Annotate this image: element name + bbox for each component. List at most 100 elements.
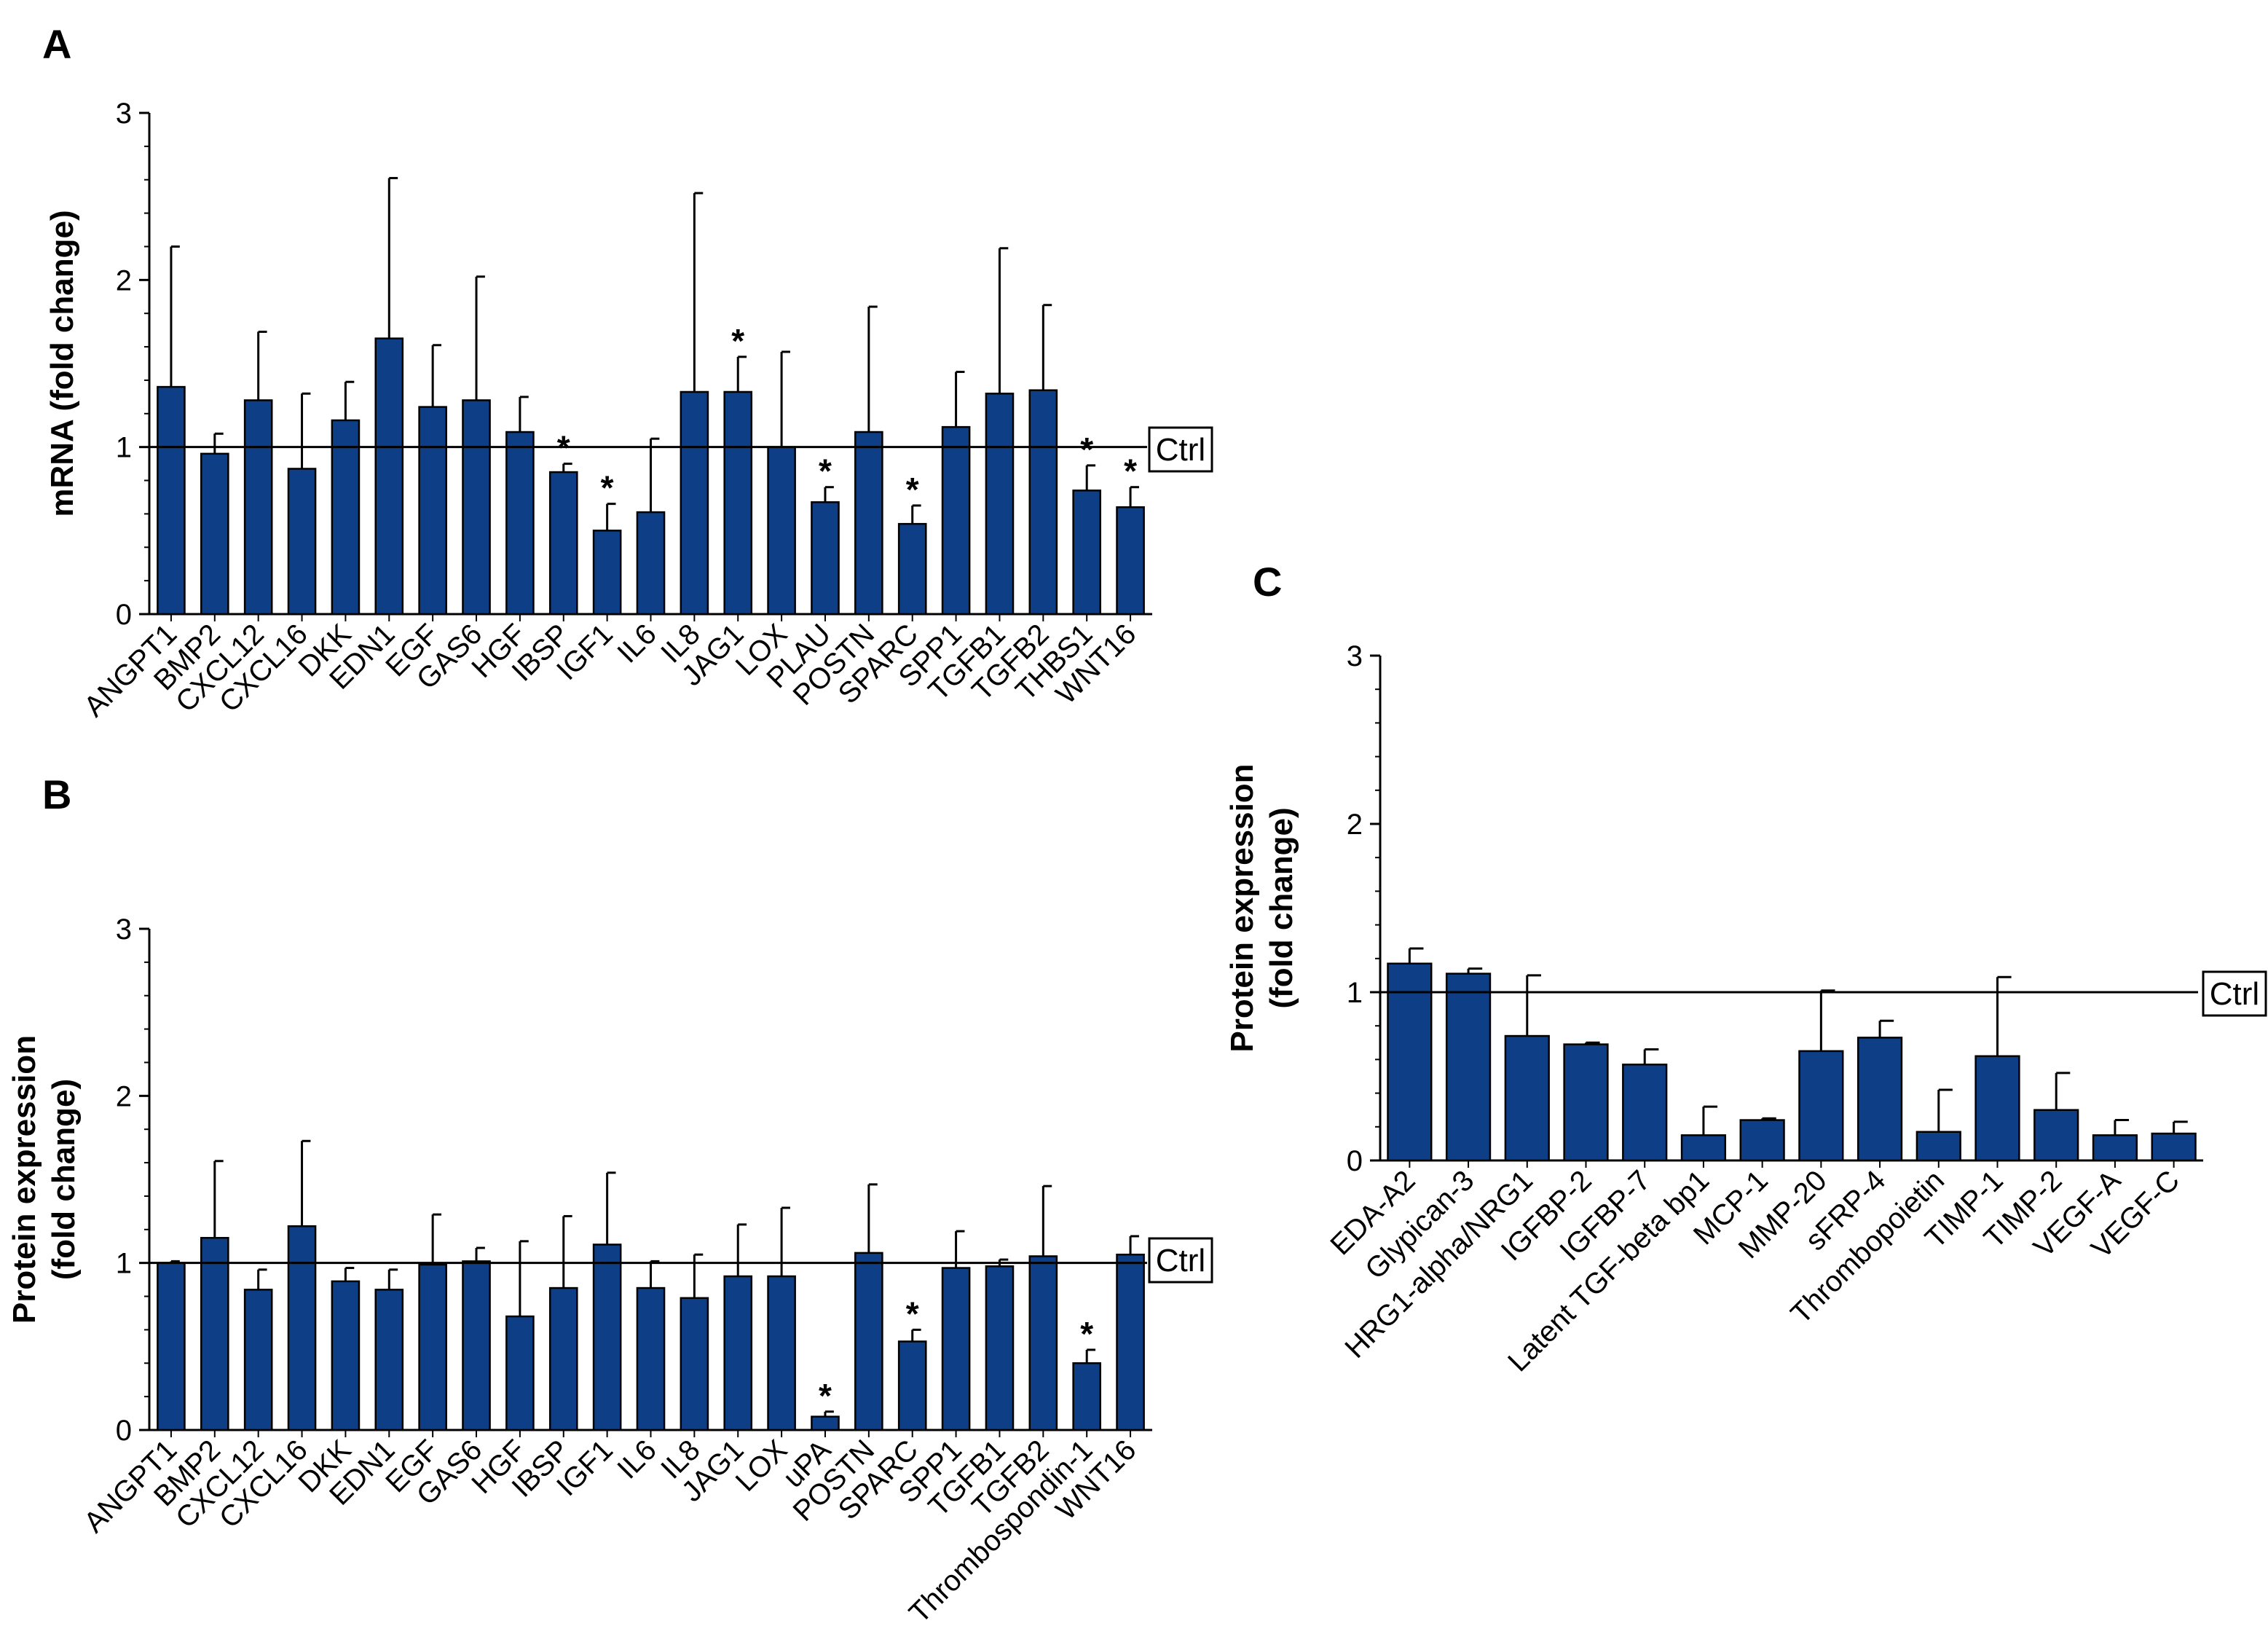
bar	[1622, 1064, 1668, 1162]
bar	[1974, 1055, 2020, 1162]
bar	[1563, 1043, 1609, 1162]
bar	[767, 446, 796, 616]
bar	[418, 1263, 447, 1431]
bar	[854, 1252, 883, 1431]
bar	[1445, 973, 1492, 1162]
bar	[374, 337, 404, 616]
y-tick-label: 0	[116, 1415, 132, 1447]
y-axis-title: (fold change)	[1264, 807, 1299, 1008]
bar	[1739, 1119, 1785, 1162]
significance-marker: *	[819, 452, 832, 490]
bar	[1798, 1050, 1844, 1162]
bar	[2033, 1109, 2079, 1162]
bar	[985, 393, 1015, 616]
ctrl-label: Ctrl	[2210, 976, 2259, 1012]
bar	[200, 1237, 229, 1431]
panel-letter: C	[1253, 559, 1282, 605]
bar	[287, 1225, 317, 1431]
significance-marker: *	[1080, 1315, 1093, 1353]
bar	[1915, 1131, 1961, 1162]
bar	[1028, 1255, 1058, 1431]
bar	[592, 530, 622, 616]
significance-marker: *	[731, 322, 744, 360]
y-tick-label: 0	[116, 599, 132, 631]
significance-marker: *	[1080, 431, 1093, 468]
bar	[2092, 1134, 2138, 1162]
bar	[331, 1280, 361, 1431]
bar	[1387, 962, 1433, 1162]
y-axis-title: (fold change)	[46, 1079, 82, 1280]
bar	[462, 399, 491, 616]
ctrl-label: Ctrl	[1156, 432, 1205, 468]
bar	[418, 406, 447, 616]
bar	[462, 1260, 491, 1431]
ctrl-box	[1148, 426, 1213, 473]
panel-letter: B	[42, 771, 71, 817]
bar	[636, 1286, 666, 1431]
bar	[157, 1262, 186, 1431]
y-tick-label: 3	[116, 98, 132, 130]
bar	[985, 1265, 1015, 1431]
bar	[1072, 490, 1102, 616]
category-label: IL6	[611, 618, 662, 669]
bar	[1116, 506, 1145, 616]
bar	[680, 390, 709, 616]
bar	[811, 501, 840, 616]
bar	[723, 390, 753, 616]
bar	[592, 1244, 622, 1431]
bar	[1028, 389, 1058, 616]
significance-marker: *	[601, 469, 614, 507]
y-tick-label: 2	[116, 264, 132, 296]
bar	[374, 1289, 404, 1431]
y-tick-label: 2	[1347, 809, 1363, 841]
bar	[548, 471, 578, 616]
bar	[897, 1340, 927, 1431]
ctrl-box	[1148, 1237, 1213, 1284]
bar	[1116, 1253, 1145, 1431]
bar	[941, 1267, 971, 1431]
bar	[2151, 1132, 2197, 1162]
bar	[505, 1315, 535, 1431]
bar	[767, 1275, 796, 1431]
y-tick-label: 1	[1347, 977, 1363, 1009]
bar	[243, 1289, 273, 1431]
significance-marker: *	[906, 471, 919, 508]
significance-marker: *	[819, 1377, 832, 1415]
bar	[243, 399, 273, 616]
panel-letter: A	[42, 21, 71, 67]
bar	[723, 1275, 753, 1431]
y-tick-label: 3	[116, 914, 132, 946]
significance-marker: *	[1124, 452, 1137, 490]
bar	[1680, 1134, 1727, 1162]
y-tick-label: 1	[116, 1248, 132, 1280]
bar	[1072, 1362, 1102, 1431]
bar	[636, 511, 666, 616]
bar	[811, 1415, 840, 1431]
bar	[200, 452, 229, 616]
y-axis-title: Protein expression	[7, 1035, 42, 1324]
bar	[157, 385, 186, 616]
bar	[1504, 1034, 1550, 1162]
ctrl-label: Ctrl	[1156, 1243, 1205, 1278]
y-tick-label: 1	[116, 432, 132, 464]
bar	[287, 468, 317, 616]
y-tick-label: 0	[1347, 1145, 1363, 1177]
bar	[1856, 1037, 1903, 1162]
bar	[941, 425, 971, 616]
y-tick-label: 2	[116, 1080, 132, 1112]
significance-marker: *	[906, 1295, 919, 1332]
y-tick-label: 3	[1347, 640, 1363, 672]
bar	[680, 1297, 709, 1431]
y-axis-title: Protein expression	[1224, 763, 1260, 1052]
bar	[505, 431, 535, 616]
y-axis-title: mRNA (fold change)	[44, 210, 80, 516]
category-label: IL6	[611, 1434, 662, 1485]
ctrl-box	[2202, 970, 2267, 1017]
bar	[331, 419, 361, 616]
bar	[854, 431, 883, 616]
bar	[548, 1286, 578, 1431]
